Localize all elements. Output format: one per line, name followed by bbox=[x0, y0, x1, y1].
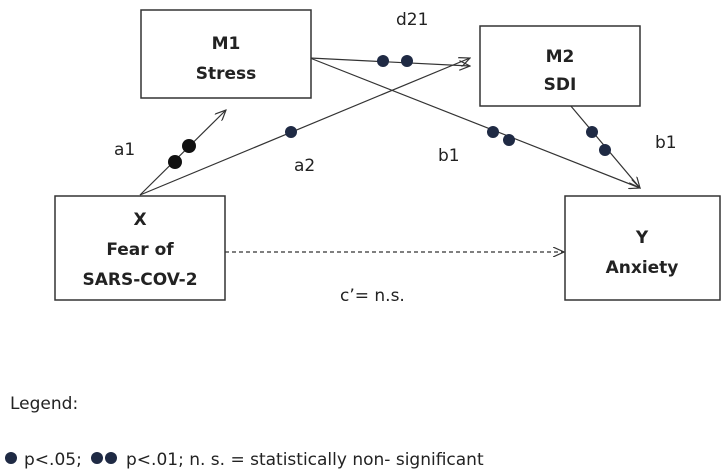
edge-d21 bbox=[309, 57, 470, 66]
edge-label: b1 bbox=[438, 146, 460, 166]
legend-item: p<.05; bbox=[24, 450, 82, 470]
legend-dot bbox=[91, 452, 103, 464]
edge-label: c’= n.s. bbox=[340, 286, 405, 306]
legend-dot bbox=[105, 452, 117, 464]
node-label: M2 bbox=[546, 47, 575, 67]
node-label: Stress bbox=[196, 64, 257, 84]
node-label: X bbox=[133, 210, 146, 230]
legend-title: Legend: bbox=[10, 394, 78, 414]
node-y: Y Anxiety bbox=[564, 195, 721, 301]
node-label: SARS-COV-2 bbox=[82, 270, 197, 290]
node-x: X Fear of SARS-COV-2 bbox=[54, 195, 226, 301]
node-m1: M1 Stress bbox=[140, 9, 312, 99]
node-label: Anxiety bbox=[606, 258, 679, 278]
edge-label: d21 bbox=[396, 10, 428, 30]
edge-label: b1 bbox=[655, 133, 677, 153]
edge-label: a1 bbox=[114, 140, 135, 160]
dots bbox=[168, 55, 611, 169]
edge-a2 bbox=[139, 58, 470, 196]
legend-dot bbox=[5, 452, 17, 464]
node-label: SDI bbox=[544, 75, 577, 95]
edge-a1 bbox=[139, 110, 226, 196]
node-label: Y bbox=[635, 228, 649, 248]
node-label: M1 bbox=[212, 34, 241, 54]
node-m2: M2 SDI bbox=[479, 25, 641, 107]
edge-label: a2 bbox=[294, 156, 315, 176]
legend-item: p<.01; n. s. = statistically non- signif… bbox=[126, 450, 484, 470]
edge-b1-m1 bbox=[309, 57, 640, 188]
node-label: Fear of bbox=[106, 240, 174, 260]
